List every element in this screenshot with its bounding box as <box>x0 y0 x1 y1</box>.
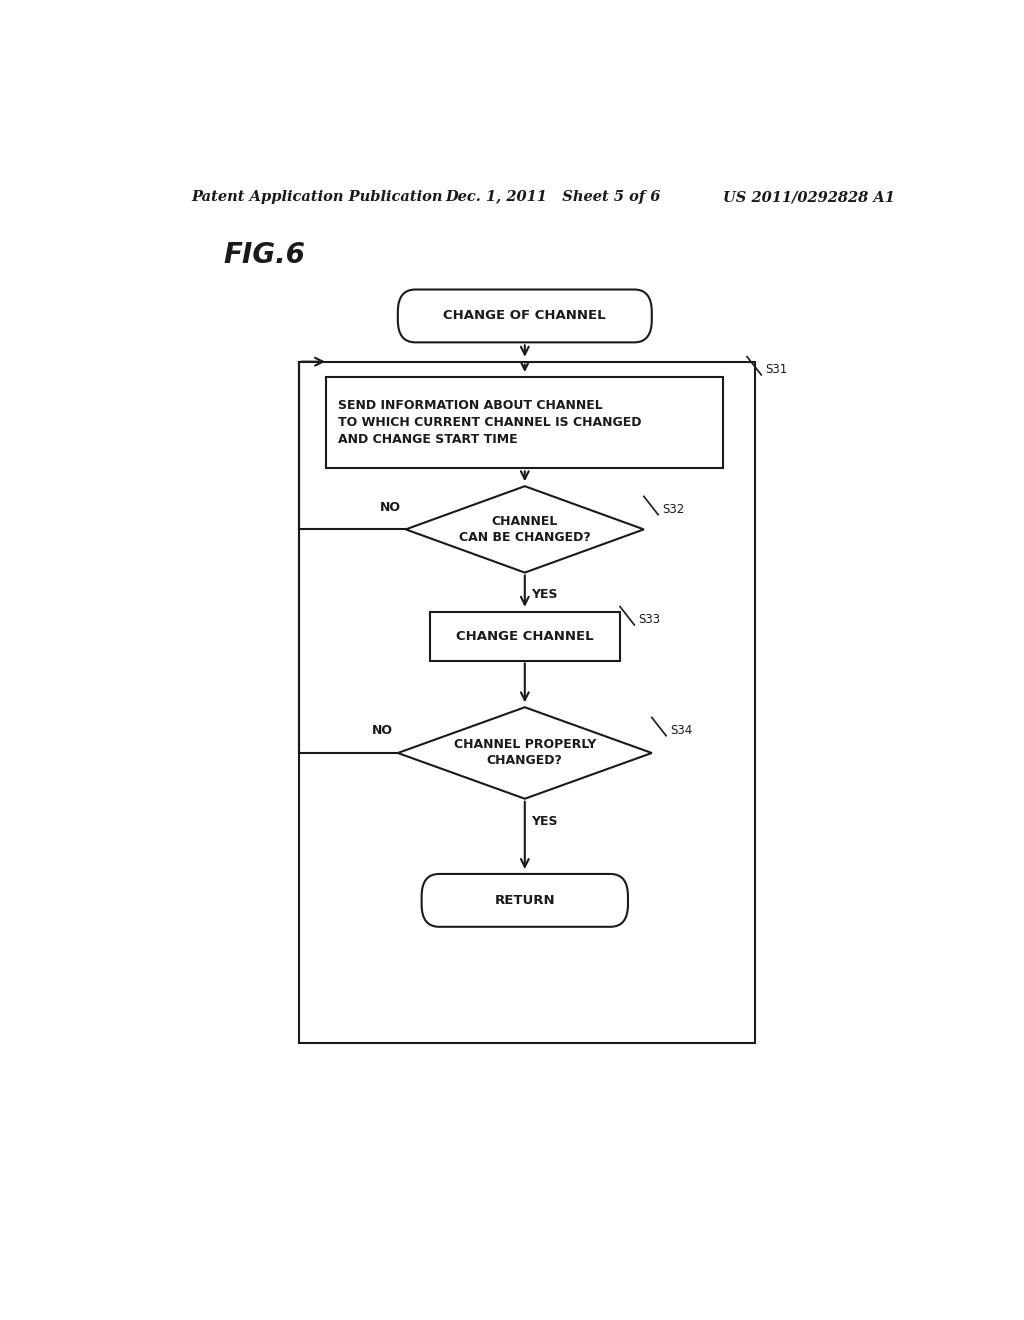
Text: YES: YES <box>531 814 558 828</box>
Text: CHANGE OF CHANNEL: CHANGE OF CHANNEL <box>443 309 606 322</box>
Bar <box>430 611 621 660</box>
Text: US 2011/0292828 A1: US 2011/0292828 A1 <box>723 190 895 205</box>
Bar <box>299 362 755 1043</box>
Text: S32: S32 <box>663 503 684 516</box>
Text: FIG.6: FIG.6 <box>223 242 305 269</box>
Polygon shape <box>406 486 644 573</box>
FancyBboxPatch shape <box>397 289 651 342</box>
Text: RETURN: RETURN <box>495 894 555 907</box>
Text: CHANGE CHANNEL: CHANGE CHANNEL <box>456 630 594 643</box>
Text: S31: S31 <box>765 363 787 376</box>
Text: YES: YES <box>531 589 558 602</box>
Bar <box>327 378 723 469</box>
Text: CHANNEL PROPERLY
CHANGED?: CHANNEL PROPERLY CHANGED? <box>454 738 596 767</box>
Text: Patent Application Publication: Patent Application Publication <box>191 190 443 205</box>
Text: Dec. 1, 2011   Sheet 5 of 6: Dec. 1, 2011 Sheet 5 of 6 <box>445 190 660 205</box>
Text: NO: NO <box>372 725 392 737</box>
Text: S34: S34 <box>670 725 692 737</box>
Polygon shape <box>397 708 652 799</box>
Text: NO: NO <box>379 500 400 513</box>
Text: SEND INFORMATION ABOUT CHANNEL
TO WHICH CURRENT CHANNEL IS CHANGED
AND CHANGE ST: SEND INFORMATION ABOUT CHANNEL TO WHICH … <box>338 399 642 446</box>
FancyBboxPatch shape <box>422 874 628 927</box>
Text: CHANNEL
CAN BE CHANGED?: CHANNEL CAN BE CHANGED? <box>459 515 591 544</box>
Text: S33: S33 <box>638 614 660 627</box>
